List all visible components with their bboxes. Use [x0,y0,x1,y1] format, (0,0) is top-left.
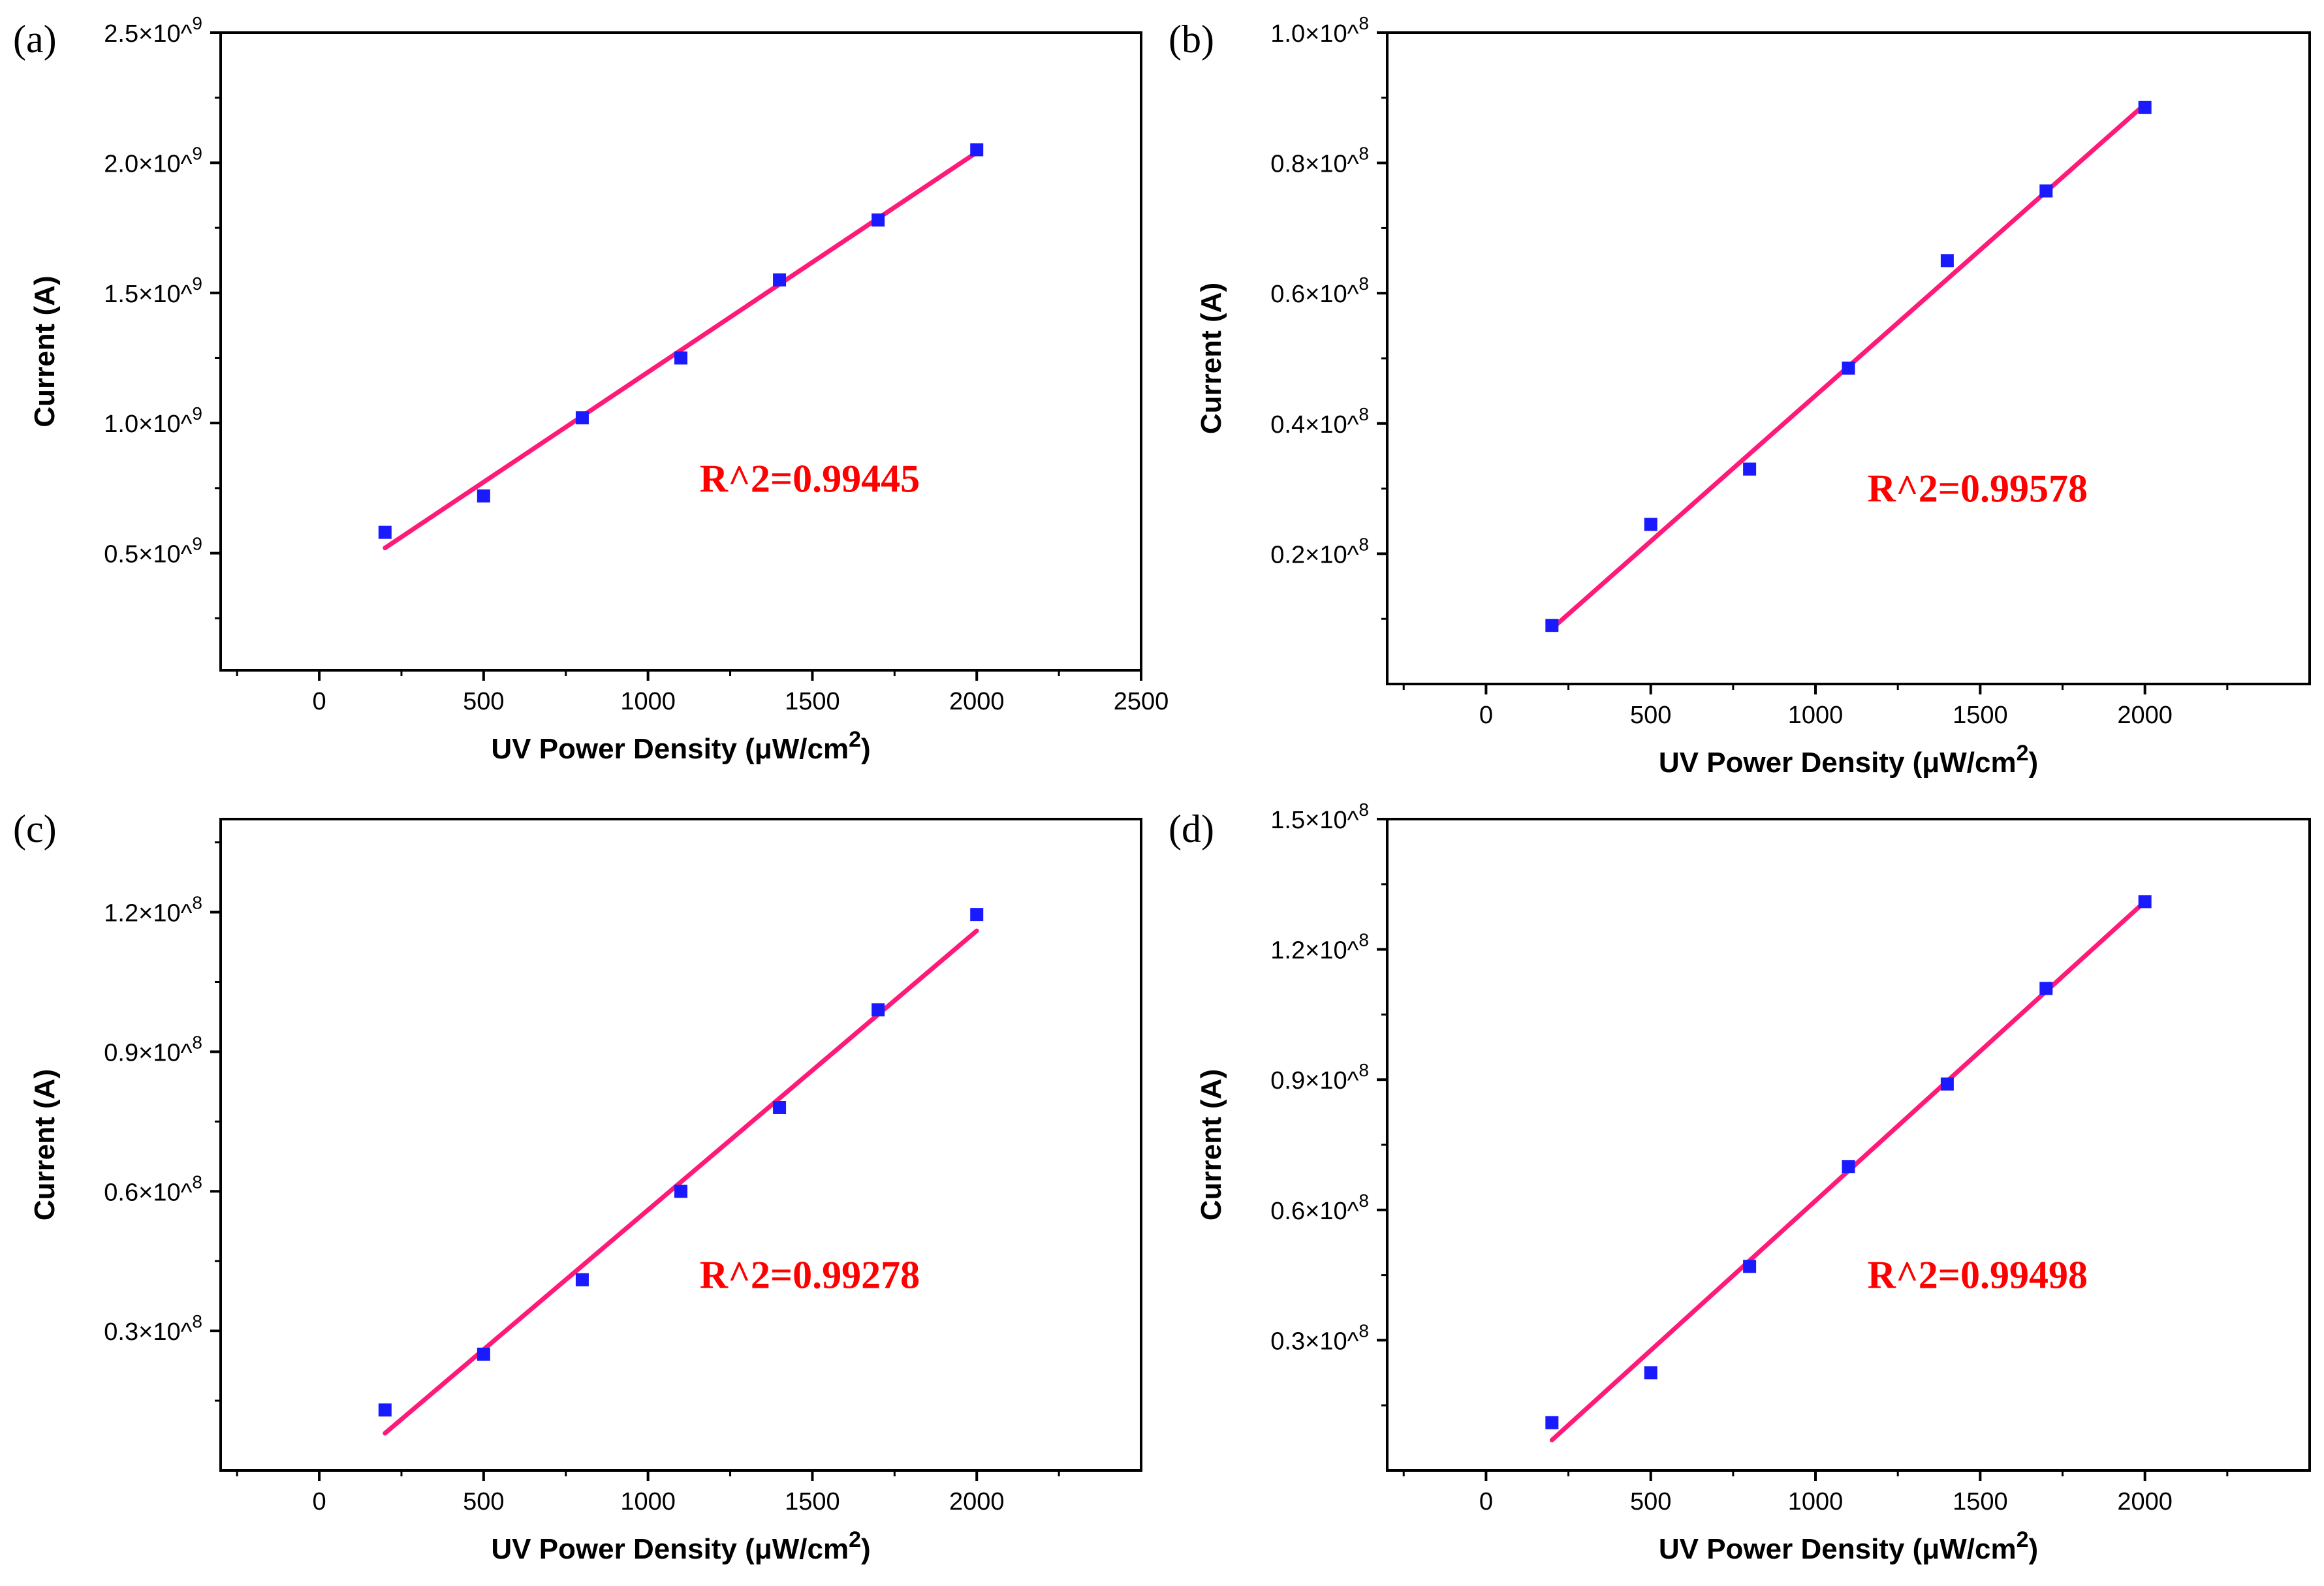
panel-label: (b) [1169,18,1214,61]
fit-line [383,928,979,1436]
y-tick-label: 1.0×10^9 [104,404,202,439]
data-point [2138,101,2152,114]
r-squared-annotation: R^2=0.99578 [1868,467,2088,510]
x-tick-label: 2000 [2117,1488,2173,1516]
y-tick-label: 2.5×10^9 [104,13,202,48]
data-point [477,1347,490,1361]
plot-frame [219,31,1142,672]
y-tick-label: 0.9×10^8 [104,1033,202,1067]
x-tick-label: 2000 [949,688,1005,715]
data-point [2039,184,2053,198]
x-tick-label: 1500 [1953,1488,2008,1516]
y-tick-label: 0.6×10^8 [1270,1190,1369,1225]
y-tick-label: 0.9×10^8 [1270,1061,1369,1095]
y-tick-label: 0.3×10^8 [104,1312,202,1346]
data-point [773,273,787,287]
panel-c: (c) 0 500 1000 1500 2000 0.3×10^8 0.6×10^8 0.9×1… [13,807,1142,1565]
y-tick-label: 0.6×10^8 [1270,274,1369,309]
data-point [1940,1077,1954,1091]
x-tick-label: 500 [1630,702,1671,729]
y-tick-label: 1.2×10^8 [1270,930,1369,965]
data-point [2138,895,2152,909]
r-squared-annotation: R^2=0.99278 [700,1254,920,1297]
data-point [674,351,687,365]
y-axis-title: Current (A) [29,1069,61,1221]
data-point [872,1003,885,1017]
x-tick-label: 1500 [1953,702,2008,729]
data-point [378,1403,392,1417]
data-point [1743,462,1757,476]
x-tick-label: 1000 [620,688,676,715]
panel-d: (d) 0 500 1000 1500 2000 0.3×10^8 0.6×10^8 0.9×1… [1169,800,2311,1565]
data-point [575,411,589,425]
plot-frame [1386,818,2311,1472]
data-point [674,1185,687,1198]
y-axis-title: Current (A) [1195,1069,1227,1221]
panel-a: (a) 0 500 1000 1500 2000 2500 0.5×10^9 1.0×10^9 1… [13,13,1169,765]
data-point [575,1273,589,1286]
x-tick-label: 2000 [2117,702,2173,729]
data-point [1940,254,1954,268]
data-point [970,908,984,922]
x-tick-label: 500 [1630,1488,1671,1516]
y-tick-label: 0.3×10^8 [1270,1321,1369,1356]
y-tick-label: 0.4×10^8 [1270,404,1369,439]
data-point [970,143,984,157]
panel-b: (b) 0 500 1000 1500 2000 0.2×10^8 0.4×10^8 0.6×1… [1169,13,2311,779]
y-tick-label: 0.2×10^8 [1270,535,1369,569]
x-axis-title: UV Power Density (μW/cm2) [1659,741,2038,779]
x-tick-label: 1000 [1788,702,1844,729]
x-tick-label: 1000 [1788,1488,1844,1516]
r-squared-annotation: R^2=0.99498 [1868,1254,2088,1297]
x-tick-label: 0 [313,688,326,715]
x-tick-label: 1500 [785,688,840,715]
plot-frame [1386,31,2311,685]
x-tick-label: 2000 [949,1488,1005,1516]
data-point [1644,1366,1657,1380]
panel-label: (a) [13,18,57,61]
y-tick-label: 0.6×10^8 [104,1172,202,1207]
data-point [773,1100,787,1114]
data-point [1644,518,1657,531]
y-axis-title: Current (A) [29,275,61,427]
data-point [872,213,885,227]
y-tick-label: 1.0×10^8 [1270,13,1369,48]
data-point [1842,1160,1855,1174]
r-squared-annotation: R^2=0.99445 [700,457,920,500]
x-tick-label: 2500 [1114,688,1169,715]
data-point [1842,361,1855,375]
y-tick-label: 2.0×10^9 [104,144,202,178]
data-point [378,525,392,539]
x-tick-label: 0 [1479,702,1493,729]
y-tick-label: 1.5×10^8 [1270,800,1369,834]
data-point [477,489,490,503]
x-tick-label: 1500 [785,1488,840,1516]
x-tick-label: 500 [463,688,504,715]
panel-label: (d) [1169,807,1214,850]
x-tick-label: 1000 [620,1488,676,1516]
x-tick-label: 0 [313,1488,326,1516]
data-point [1545,619,1559,632]
y-tick-label: 0.5×10^9 [104,534,202,568]
x-axis-title: UV Power Density (μW/cm2) [491,1527,870,1565]
x-axis-title: UV Power Density (μW/cm2) [1659,1527,2038,1565]
plot-frame [219,818,1142,1472]
data-point [1743,1260,1757,1273]
y-tick-label: 1.5×10^9 [104,273,202,308]
x-axis-title: UV Power Density (μW/cm2) [491,727,870,765]
data-point [1545,1416,1559,1429]
y-tick-label: 0.8×10^8 [1270,144,1369,178]
data-point [2039,982,2053,995]
y-tick-label: 1.2×10^8 [104,893,202,927]
panel-label: (c) [13,807,57,850]
y-axis-title: Current (A) [1195,283,1227,434]
x-tick-label: 0 [1479,1488,1493,1516]
x-tick-label: 500 [463,1488,504,1516]
